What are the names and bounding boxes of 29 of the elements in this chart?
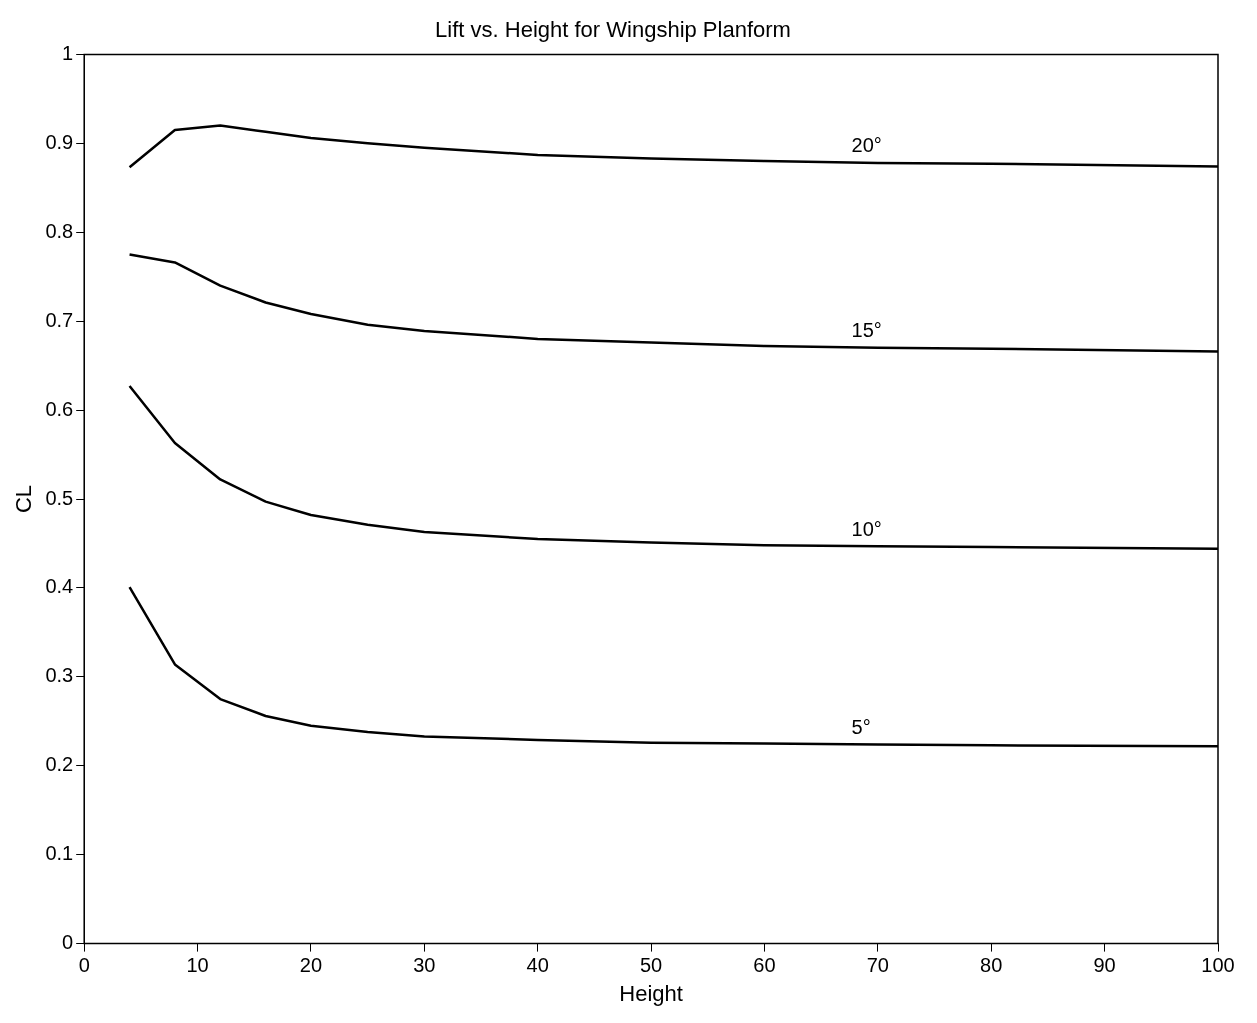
x-tick-label: 80	[980, 954, 1003, 977]
y-tick-label: 0.1	[45, 842, 74, 865]
y-tick-label: 0.8	[45, 219, 74, 242]
x-tick-label: 90	[1093, 954, 1116, 977]
chart-title: Lift vs. Height for Wingship Planform	[435, 17, 791, 43]
y-tick-label: 0.5	[45, 486, 74, 509]
y-tick-label: 0.9	[45, 130, 74, 153]
series-label: 20°	[851, 134, 882, 157]
y-tick-label: 0.6	[45, 397, 74, 420]
x-tick-label: 10	[186, 954, 209, 977]
x-tick-label: 40	[526, 954, 549, 977]
x-tick-label: 60	[753, 954, 776, 977]
y-tick-label: 0	[62, 931, 74, 954]
x-axis-title: Height	[619, 980, 683, 1006]
y-tick-label: 0.2	[45, 753, 74, 776]
y-tick-label: 0.7	[45, 308, 74, 331]
series-label: 15°	[851, 319, 882, 342]
x-tick-label: 20	[299, 954, 323, 977]
series-label: 5°	[851, 715, 871, 738]
y-tick-label: 0.4	[45, 575, 74, 598]
x-tick-label: 50	[639, 954, 663, 977]
y-tick-label: 0.3	[45, 664, 74, 687]
series-label: 10°	[851, 517, 882, 540]
x-tick-label: 30	[413, 954, 436, 977]
x-tick-label: 0	[78, 954, 90, 977]
x-tick-label: 100	[1201, 954, 1235, 977]
x-tick-label: 70	[866, 954, 889, 977]
y-tick-label: 1	[62, 41, 74, 64]
y-axis-title: CL	[11, 484, 37, 514]
